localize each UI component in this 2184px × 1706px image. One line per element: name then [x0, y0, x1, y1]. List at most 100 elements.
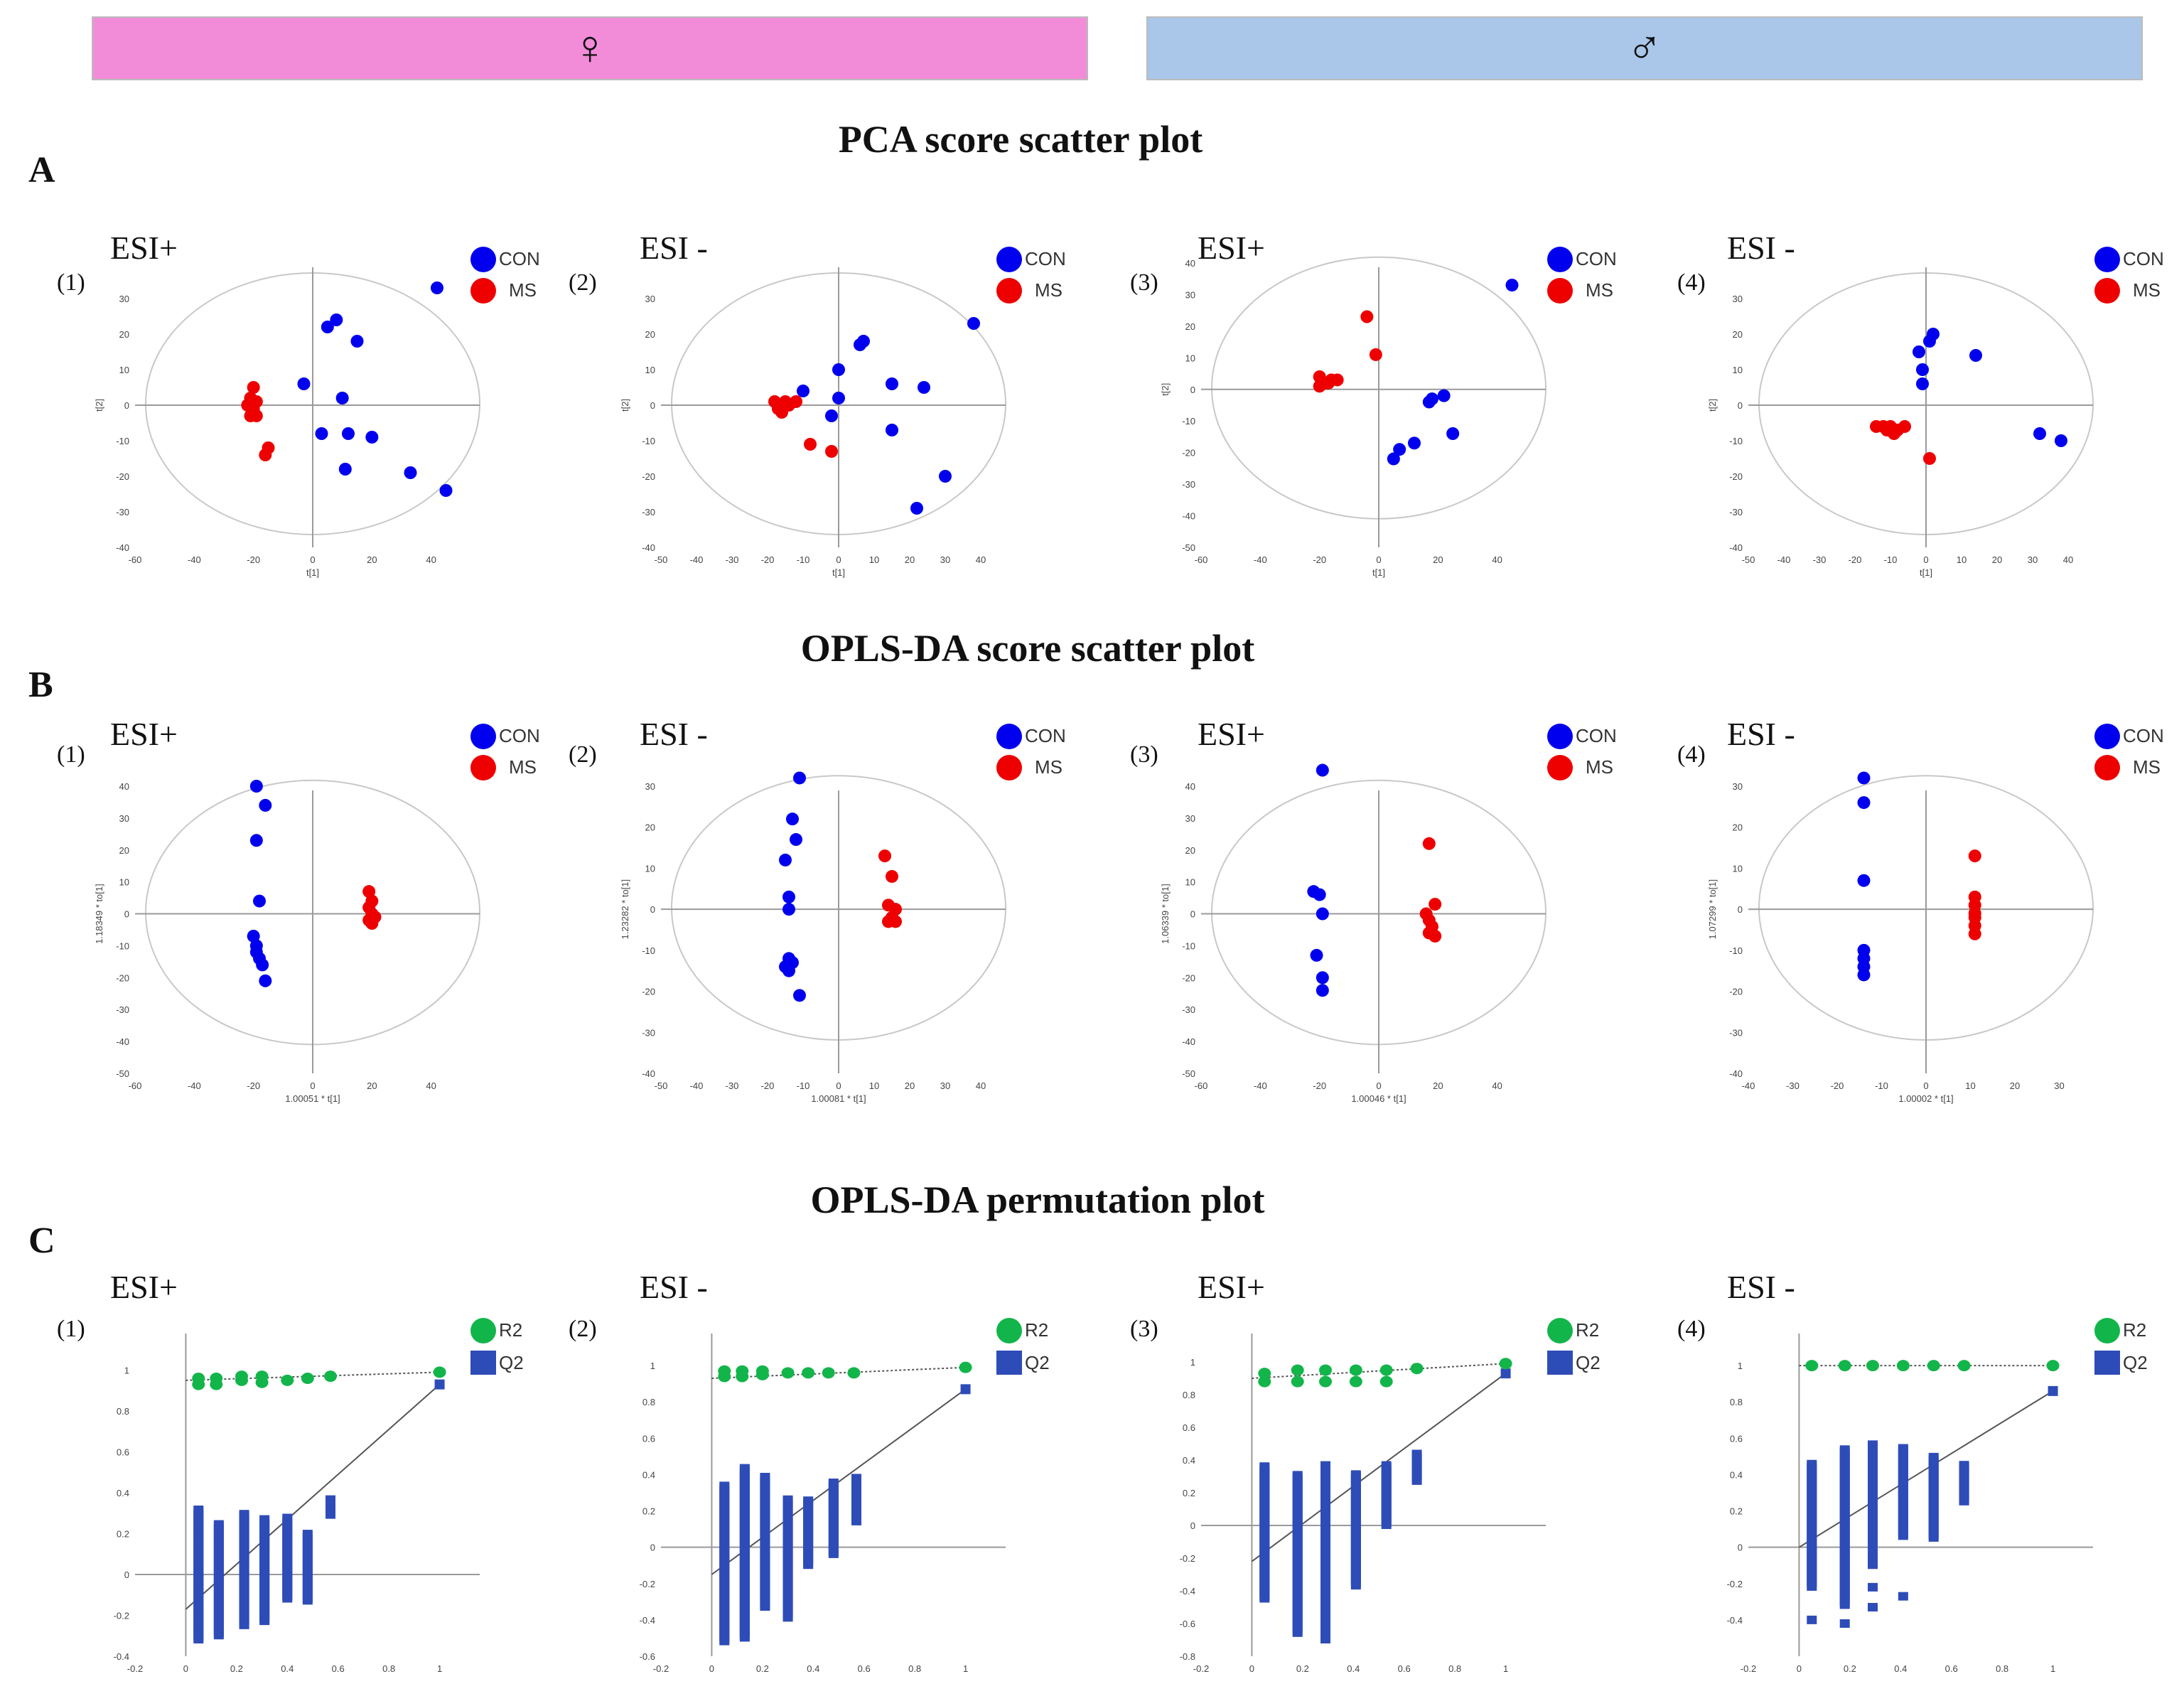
y-tick-label: 0.2	[642, 1506, 655, 1517]
legend-r2-label: R2	[2123, 1319, 2146, 1341]
ms-point	[259, 449, 272, 461]
con-point	[297, 377, 311, 390]
r2-regression-line	[1252, 1363, 1506, 1379]
con-point	[439, 484, 453, 497]
legend-con-label: CON	[1025, 725, 1066, 746]
y-tick-label: 0.2	[117, 1529, 129, 1540]
legend-con-marker	[1547, 724, 1573, 749]
x-tick-label: -60	[129, 554, 142, 565]
y-axis-label: 1.18349 * to[1]	[94, 884, 104, 944]
x-tick-label: 0.8	[1448, 1663, 1461, 1674]
x-tick-label: 40	[426, 1080, 436, 1091]
x-tick-label: 0	[183, 1663, 188, 1674]
q2-regression-line	[711, 1388, 967, 1575]
con-point	[1857, 874, 1871, 887]
y-axis-label: 1.23282 * to[1]	[620, 879, 630, 940]
chart-panel-c-4: ESI - (4) -0.2 0 0.2 0.4 0.6 0.8 1 -0.4 -0.2 0 0.2 0.…	[1677, 1269, 2148, 1674]
r2-point	[281, 1374, 294, 1386]
r2-point	[1349, 1364, 1362, 1376]
con-point	[832, 363, 845, 376]
q2-original-point	[434, 1379, 445, 1390]
x-tick-label: -50	[655, 1080, 668, 1091]
q2-original-point	[960, 1384, 971, 1395]
y-tick-label: 0.8	[642, 1397, 655, 1407]
y-tick-label: -20	[1182, 448, 1195, 458]
x-axis-label: 1.00046 * t[1]	[1351, 1093, 1406, 1104]
ms-point	[1422, 837, 1436, 850]
q2-point	[1259, 1462, 1270, 1470]
q2-point	[803, 1496, 814, 1504]
x-tick-label: 10	[1965, 1080, 1975, 1091]
x-tick-label: 20	[1433, 1080, 1443, 1091]
con-point	[886, 377, 898, 390]
ms-point	[1968, 849, 1981, 863]
chart-panel-a-3: ESI+ (3) -60 -40 -20 0 20 40 -50 -40 -30 -20 -10 0 10 2…	[1130, 230, 1617, 578]
legend-r2-label: R2	[499, 1319, 522, 1341]
x-tick-label: 0	[836, 1080, 841, 1091]
panel-number-label: (4)	[1677, 1316, 1706, 1342]
female-symbol: ♀	[572, 21, 608, 75]
y-tick-label: 0.6	[1730, 1433, 1743, 1444]
y-tick-label: -30	[1182, 479, 1195, 490]
ionization-mode-label: ESI -	[1727, 716, 1795, 752]
y-tick-label: 0.4	[642, 1469, 655, 1480]
legend-ms-marker	[996, 755, 1022, 780]
r2-point	[1349, 1375, 1362, 1388]
legend-ms-label: MS	[509, 756, 537, 778]
x-tick-label: 10	[869, 1080, 879, 1091]
y-tick-label: -20	[1729, 471, 1743, 482]
y-tick-label: 20	[1185, 321, 1195, 332]
q2-regression-line	[1251, 1373, 1507, 1562]
y-tick-label: -10	[1182, 940, 1195, 951]
r2-point	[1379, 1375, 1393, 1388]
legend-ms-marker	[1547, 755, 1573, 780]
q2-original-point	[1500, 1368, 1511, 1379]
r2-point	[1896, 1360, 1910, 1372]
con-point	[338, 463, 352, 476]
x-tick-label: 0.6	[1398, 1663, 1411, 1674]
x-tick-label: -30	[726, 554, 739, 565]
ionization-mode-label: ESI -	[1727, 230, 1795, 266]
con-point	[854, 338, 866, 351]
legend-r2-marker	[1547, 1318, 1573, 1343]
y-tick-label: 0	[1190, 385, 1195, 395]
y-tick-label: 0.6	[1183, 1422, 1195, 1433]
y-tick-label: -40	[116, 1036, 129, 1047]
y-tick-label: 30	[1185, 813, 1195, 824]
r2-point	[1258, 1368, 1271, 1380]
x-tick-label: 0	[1249, 1663, 1254, 1674]
con-point	[939, 470, 952, 483]
y-tick-label: 0.6	[642, 1433, 655, 1444]
r2-point	[433, 1366, 446, 1378]
y-tick-label: 0.8	[1183, 1390, 1195, 1400]
y-tick-label: -20	[116, 972, 129, 983]
x-tick-label: -40	[690, 554, 704, 565]
r2-point	[301, 1373, 314, 1384]
y-tick-label: 30	[1185, 289, 1195, 300]
ionization-mode-label: ESI+	[1198, 716, 1265, 752]
legend-ms-marker	[996, 278, 1022, 304]
con-point	[797, 385, 809, 397]
con-point	[1437, 389, 1451, 402]
legend-ms-label: MS	[1035, 756, 1063, 778]
legend-q2-label: Q2	[499, 1352, 524, 1373]
male-symbol: ♂	[1627, 21, 1663, 75]
y-tick-label: 0.8	[1730, 1397, 1743, 1407]
r2-point	[1957, 1360, 1971, 1372]
section-a-title: PCA score scatter plot	[839, 118, 1203, 161]
male-header-bar	[1146, 16, 2143, 80]
ionization-mode-label: ESI+	[1198, 1269, 1265, 1305]
r2-point	[781, 1367, 795, 1379]
section-a-letter: A	[28, 150, 55, 191]
y-tick-label: -30	[116, 1004, 129, 1015]
legend-q2-label: Q2	[1576, 1352, 1601, 1373]
y-tick-label: -20	[642, 987, 655, 997]
q2-point	[1807, 1459, 1817, 1467]
y-tick-label: -30	[1729, 507, 1743, 517]
x-tick-label: -50	[655, 554, 668, 565]
chart-panel-a-1: ESI+(1)-60 -40 -20 0 20 40-40-30-20-100102030…	[57, 230, 540, 578]
r2-point	[1838, 1360, 1851, 1372]
r2-point	[235, 1370, 248, 1383]
y-tick-label: -40	[1729, 542, 1743, 553]
y-tick-label: 0	[650, 400, 655, 411]
